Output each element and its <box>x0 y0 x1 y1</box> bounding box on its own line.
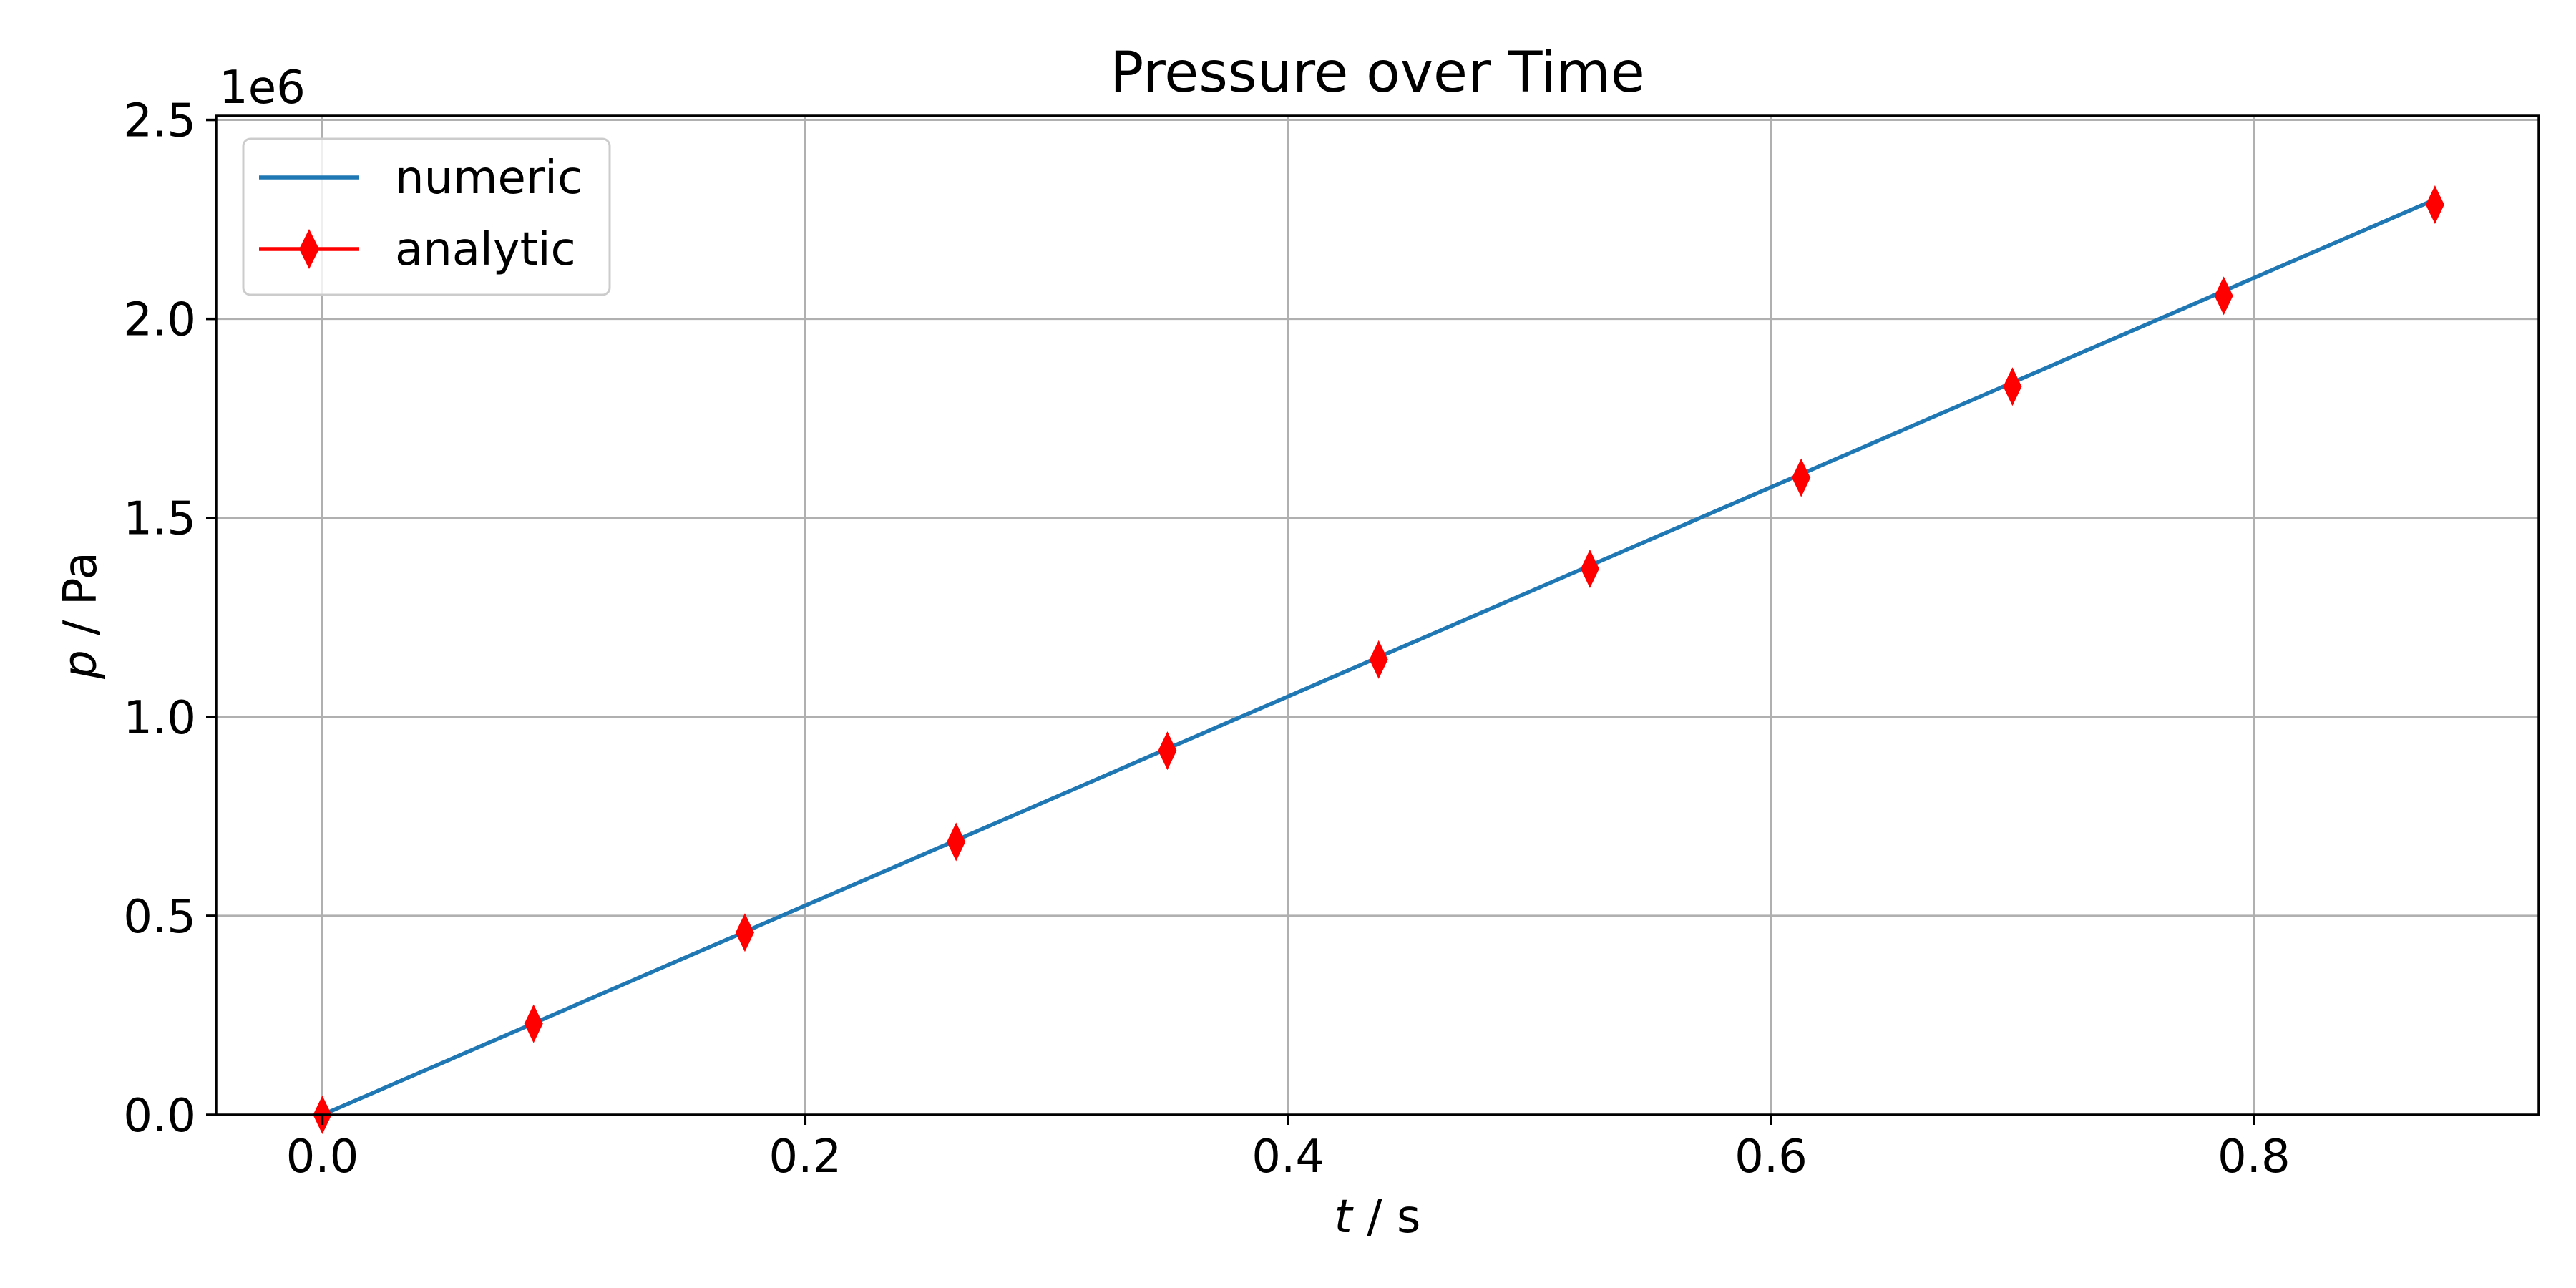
plot-frame <box>215 114 2540 1116</box>
series-point-analytic <box>2003 367 2022 406</box>
y-axis-unit: / Pa <box>54 552 107 650</box>
series-analytic <box>313 185 2444 1134</box>
chart-title: Pressure over Time <box>1110 41 1644 105</box>
y-tick-label: 1.0 <box>123 692 196 745</box>
y-axis-variable: p <box>54 650 107 680</box>
y-tick-label: 1.5 <box>123 493 196 546</box>
grid <box>216 116 2539 1116</box>
x-tick-label: 0.4 <box>1252 1131 1324 1184</box>
legend: numeric analytic <box>242 137 611 296</box>
x-tick-label: 0.6 <box>1735 1131 1807 1184</box>
series-point-analytic <box>2214 276 2233 316</box>
y-tick-label: 2.0 <box>123 294 196 347</box>
series-point-analytic <box>1792 458 1811 497</box>
series-point-analytic <box>1158 731 1177 771</box>
series-layer <box>313 185 2444 1134</box>
series-point-analytic <box>1580 549 1599 588</box>
x-axis-variable: t <box>1335 1191 1355 1244</box>
legend-analytic-label: analytic <box>395 223 576 276</box>
series-point-analytic <box>1369 640 1388 679</box>
series-point-analytic <box>735 913 754 952</box>
ticks: 0.0 0.2 0.4 0.6 0.8 0.0 0.5 1.0 1.5 2.0 2.5 <box>123 95 2290 1184</box>
legend-numeric-label: numeric <box>395 152 582 205</box>
legend-analytic-swatch-marker <box>299 229 319 269</box>
y-tick-label: 2.5 <box>123 95 196 148</box>
x-tick-label: 0.8 <box>2218 1131 2290 1184</box>
series-point-analytic <box>947 822 966 862</box>
x-axis-title: t / s <box>1335 1191 1421 1244</box>
y-tick-label: 0.5 <box>123 891 196 944</box>
series-point-analytic <box>524 1004 543 1043</box>
y-tick-label: 0.0 <box>123 1090 196 1143</box>
x-tick-label: 0.0 <box>286 1131 359 1184</box>
y-offset-text: 1e6 <box>219 62 306 114</box>
x-axis-unit: / s <box>1352 1191 1421 1244</box>
x-tick-label: 0.2 <box>769 1131 841 1184</box>
y-axis-title: p / Pa <box>54 552 107 680</box>
series-point-analytic <box>2425 185 2444 225</box>
